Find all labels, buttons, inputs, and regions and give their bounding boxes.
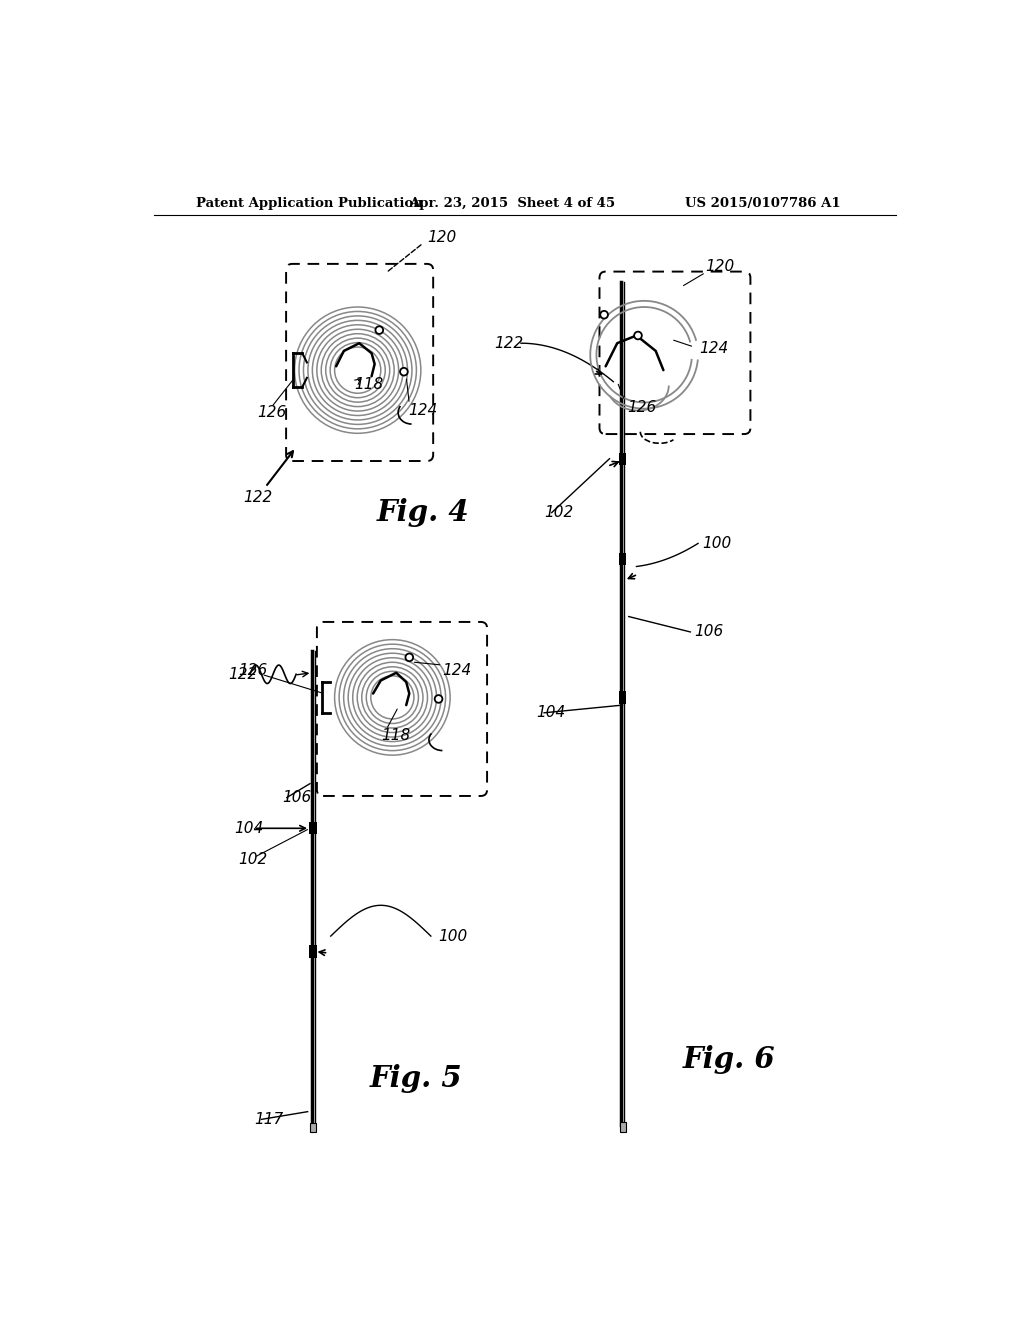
Text: 118: 118 (354, 376, 383, 392)
Text: 106: 106 (694, 624, 723, 639)
Text: 122: 122 (244, 490, 273, 504)
Bar (620, 1122, 626, 1133)
Text: US 2015/0107786 A1: US 2015/0107786 A1 (685, 197, 841, 210)
Circle shape (435, 696, 442, 702)
Circle shape (376, 326, 383, 334)
Bar (618, 553, 627, 565)
Text: 122: 122 (494, 335, 523, 351)
Text: 120: 120 (706, 259, 735, 273)
Text: 126: 126 (258, 405, 287, 420)
Text: 104: 104 (234, 821, 264, 836)
Bar (309, 945, 316, 958)
Bar (618, 453, 627, 465)
Text: 117: 117 (254, 1111, 283, 1127)
Bar (618, 692, 627, 704)
Text: 104: 104 (537, 705, 565, 721)
Text: 100: 100 (438, 928, 468, 944)
Bar (309, 822, 316, 834)
Bar (310, 1123, 316, 1133)
Text: 126: 126 (628, 400, 656, 414)
Text: Fig. 5: Fig. 5 (370, 1064, 462, 1093)
Circle shape (600, 312, 608, 318)
Text: Fig. 4: Fig. 4 (377, 498, 470, 527)
Text: Fig. 6: Fig. 6 (683, 1045, 775, 1073)
Text: 124: 124 (699, 341, 729, 356)
Text: 124: 124 (442, 663, 472, 678)
FancyBboxPatch shape (316, 622, 487, 796)
Text: 118: 118 (381, 729, 410, 743)
Text: 124: 124 (408, 403, 437, 417)
Text: 102: 102 (239, 851, 267, 867)
FancyBboxPatch shape (286, 264, 433, 461)
Circle shape (406, 653, 413, 661)
Text: 106: 106 (283, 789, 311, 805)
Text: Apr. 23, 2015  Sheet 4 of 45: Apr. 23, 2015 Sheet 4 of 45 (410, 197, 615, 210)
Text: 122: 122 (228, 667, 258, 682)
Text: 120: 120 (427, 230, 457, 246)
FancyBboxPatch shape (599, 272, 751, 434)
Circle shape (400, 368, 408, 376)
Circle shape (634, 331, 642, 339)
Text: 100: 100 (701, 536, 731, 550)
Text: 102: 102 (544, 506, 573, 520)
Text: 126: 126 (239, 663, 267, 678)
Text: Patent Application Publication: Patent Application Publication (196, 197, 423, 210)
